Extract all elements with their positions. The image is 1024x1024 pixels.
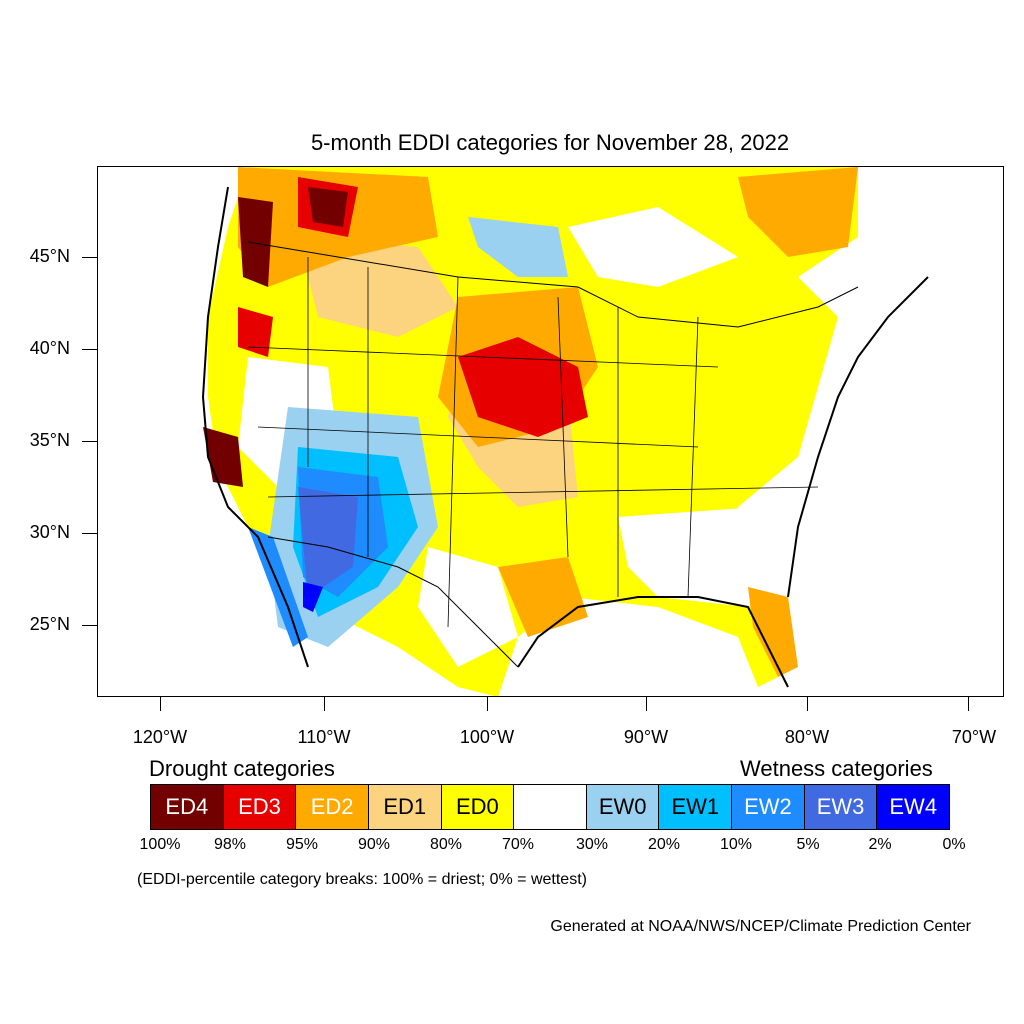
atlantic-coastline	[787, 276, 929, 598]
x-label-110w: 110°W	[297, 727, 351, 747]
credit-line: Generated at NOAA/NWS/NCEP/Climate Predi…	[550, 918, 971, 935]
drought-heading: Drought categories	[149, 756, 335, 781]
legend-ed4: ED4	[151, 785, 224, 829]
x-label-100w: 100°W	[459, 727, 515, 747]
legend-ew3: EW3	[804, 785, 878, 829]
pct-95: 95%	[285, 836, 319, 853]
region-ed1-northwest	[298, 237, 458, 337]
region-ed3-nebraska	[458, 337, 588, 437]
region-ew2-baja	[248, 527, 308, 647]
region-ew4-sonora	[303, 582, 323, 612]
y-label-35: 35°N	[29, 430, 70, 450]
x-label-120w: 120°W	[132, 727, 188, 747]
x-label-80w: 80°W	[784, 727, 830, 747]
legend-ew2: EW2	[732, 785, 805, 829]
region-normal-texas-south	[418, 547, 518, 667]
region-ew0-lake-superior	[468, 217, 568, 277]
pct-30: 30%	[575, 836, 609, 853]
category-legend: ED4 ED3 ED2 ED1 ED0 EW0 EW1 EW2 EW3 EW4	[150, 784, 950, 830]
x-label-90w: 90°W	[623, 727, 669, 747]
pct-5: 5%	[796, 836, 820, 853]
x-tick-80w	[807, 697, 808, 711]
y-tick-35	[82, 441, 97, 442]
pct-0: 0%	[942, 836, 966, 853]
y-tick-30	[82, 533, 97, 534]
pct-20: 20%	[647, 836, 681, 853]
gulf-coastline	[517, 596, 789, 688]
region-ed2-florida	[748, 587, 798, 677]
legend-ew0: EW0	[586, 785, 660, 829]
pct-70: 70%	[501, 836, 535, 853]
pct-10: 10%	[719, 836, 753, 853]
legend-ew1: EW1	[659, 785, 733, 829]
y-label-25: 25°N	[29, 614, 70, 634]
region-normal-canada	[568, 207, 738, 287]
x-tick-100w	[487, 697, 488, 711]
map-title: 5-month EDDI categories for November 28,…	[310, 130, 790, 155]
legend-ed1: ED1	[368, 785, 442, 829]
map-canvas	[201, 167, 929, 696]
y-label-45: 45°N	[29, 246, 70, 266]
legend-ed0: ED0	[441, 785, 515, 829]
legend-ed3: ED3	[223, 785, 297, 829]
wetness-heading: Wetness categories	[740, 756, 933, 781]
x-label-70w: 70°W	[951, 727, 997, 747]
y-label-40: 40°N	[29, 338, 70, 358]
y-tick-25	[82, 625, 97, 626]
region-ed4-washington	[238, 197, 273, 287]
region-ed4-montana	[308, 187, 348, 227]
y-tick-40	[82, 349, 97, 350]
region-ed2-quebec	[738, 167, 858, 257]
legend-ed2: ED2	[296, 785, 369, 829]
eddi-map	[97, 166, 1004, 697]
x-tick-120w	[160, 697, 161, 711]
region-ed3-oregon	[238, 307, 273, 357]
x-tick-90w	[646, 697, 647, 711]
y-tick-45	[82, 257, 97, 258]
legend-normal	[514, 785, 587, 829]
legend-ew4: EW4	[877, 785, 950, 829]
us-mexico-border	[267, 536, 519, 668]
x-tick-110w	[324, 697, 325, 711]
region-ew3-mexico	[298, 487, 358, 597]
pct-80: 80%	[429, 836, 463, 853]
pct-98: 98%	[213, 836, 247, 853]
category-note: (EDDI-percentile category breaks: 100% =…	[137, 871, 587, 888]
pct-100: 100%	[139, 836, 181, 853]
region-normal-southeast	[618, 507, 778, 607]
x-tick-70w	[968, 697, 969, 711]
state-boundaries	[247, 257, 819, 628]
pct-2: 2%	[868, 836, 892, 853]
coastline	[201, 186, 309, 668]
pct-90: 90%	[357, 836, 391, 853]
y-label-30: 30°N	[29, 522, 70, 542]
